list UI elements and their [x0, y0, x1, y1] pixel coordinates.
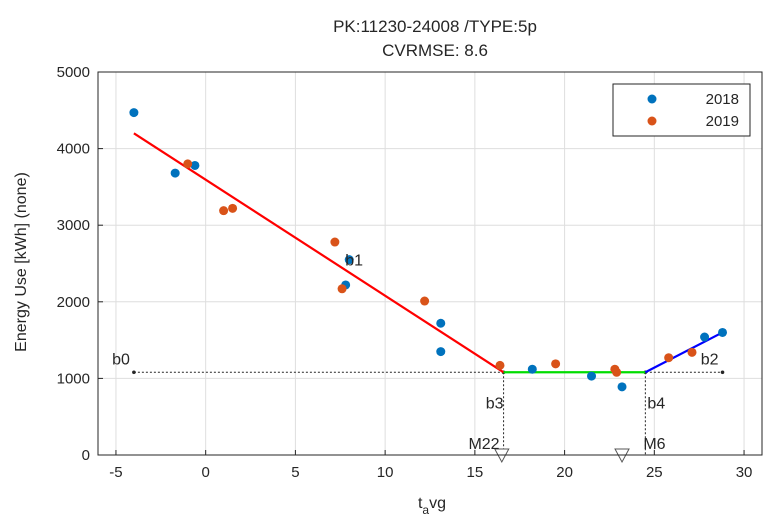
- axis-ticks: -5 0 5 10 15 20 25 30 0 1000 2000 3000 4000 5000: [57, 64, 753, 481]
- x-axis-label: tavg: [418, 495, 446, 517]
- x-tick-label: 5: [291, 464, 299, 481]
- title-line-2: CVRMSE: 8.6: [382, 41, 488, 60]
- data-point-2018: [170, 168, 180, 178]
- annotation-b0: b0: [112, 351, 130, 368]
- baseline-start-dot: [132, 370, 136, 375]
- data-point-2019: [687, 347, 697, 357]
- y-tick-label: 3000: [57, 217, 90, 234]
- y-tick-label: 1000: [57, 370, 90, 387]
- legend-label-2018: 2018: [706, 91, 739, 108]
- title-line-1: PK:11230-24008 /TYPE:5p: [333, 17, 537, 36]
- data-point-2018: [700, 332, 710, 342]
- annotation-b4: b4: [647, 395, 665, 412]
- legend-label-2019: 2019: [706, 113, 739, 130]
- data-point-2019: [420, 296, 430, 306]
- data-point-2019: [228, 203, 238, 213]
- x-tick-label: 30: [736, 464, 753, 481]
- legend-marker-2019: [647, 116, 657, 126]
- data-point-2019: [495, 360, 505, 370]
- x-tick-label: 20: [556, 464, 573, 481]
- data-point-2019: [551, 359, 561, 369]
- legend-marker-2018: [647, 94, 657, 104]
- data-point-2019: [183, 159, 193, 169]
- x-tick-label: 25: [646, 464, 663, 481]
- data-point-2018: [527, 364, 537, 374]
- x-tick-label: 15: [467, 464, 484, 481]
- data-point-2019: [612, 367, 622, 377]
- data-point-2018: [436, 318, 446, 328]
- xlabel-rest: vg: [429, 495, 446, 512]
- data-point-2018: [436, 347, 446, 357]
- data-point-2018: [587, 371, 597, 381]
- data-points: [129, 108, 728, 392]
- data-point-2018: [129, 108, 139, 118]
- annotation-M6: M6: [643, 436, 665, 453]
- annotation-b2: b2: [701, 351, 719, 368]
- x-tick-label: -5: [109, 464, 122, 481]
- y-axis-label: Energy Use [kWh] (none): [13, 172, 30, 352]
- annotation-b1: b1: [345, 253, 363, 270]
- data-point-2019: [330, 237, 340, 247]
- x-tick-label: 0: [202, 464, 210, 481]
- chart-title: PK:11230-24008 /TYPE:5p CVRMSE: 8.6: [333, 17, 537, 60]
- y-tick-label: 4000: [57, 141, 90, 158]
- data-point-2019: [219, 206, 229, 216]
- annotation-b3: b3: [486, 395, 504, 412]
- legend-box: [612, 83, 751, 137]
- data-point-2018: [344, 255, 354, 265]
- fit-segment: [133, 132, 505, 374]
- y-tick-label: 5000: [57, 64, 90, 81]
- y-tick-label: 0: [82, 447, 90, 464]
- ylabel: Energy Use [kWh] (none): [13, 172, 30, 352]
- y-tick-label: 2000: [57, 294, 90, 311]
- data-point-2018: [718, 327, 728, 337]
- xlabel-sub: a: [422, 503, 429, 517]
- annotation-M22: M22: [468, 436, 499, 453]
- data-point-2019: [337, 284, 347, 294]
- data-point-2018: [190, 160, 200, 170]
- fit-segment: [644, 331, 724, 374]
- x-tick-label: 10: [377, 464, 394, 481]
- baseline-end-dot: [720, 370, 725, 375]
- fit-lines: [132, 132, 725, 455]
- plot-border: [97, 71, 763, 456]
- data-point-2018: [617, 382, 627, 392]
- data-point-2019: [664, 353, 674, 363]
- xlabel: tavg: [418, 495, 446, 517]
- annotations: b0 b1 b2 b3 b4 M22 M6: [112, 253, 719, 464]
- legend: 2018 2019: [612, 83, 751, 137]
- xlabel-main: t: [418, 495, 423, 512]
